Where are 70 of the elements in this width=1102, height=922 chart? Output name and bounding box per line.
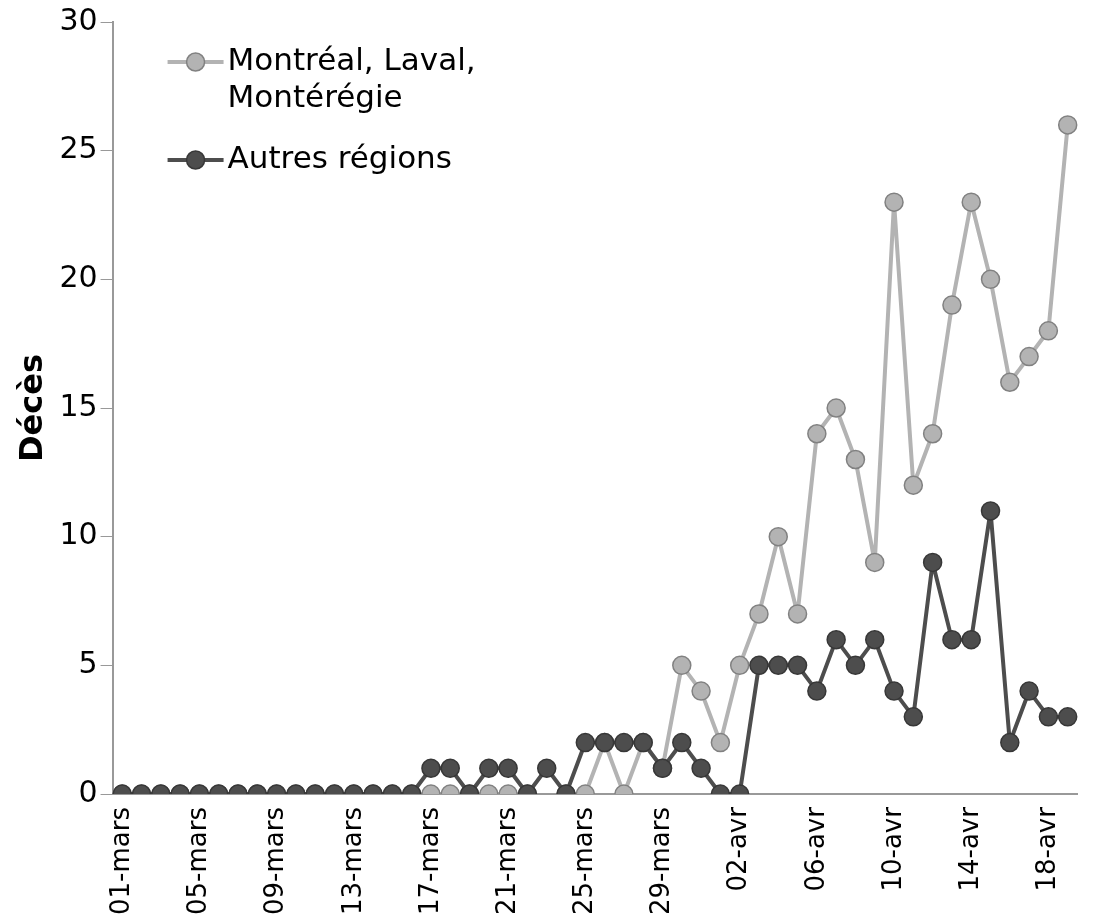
point (575, 732, 596, 753)
point (691, 681, 711, 701)
point (864, 552, 885, 573)
point (672, 655, 692, 676)
point (536, 758, 557, 779)
x-tick-label: 25-mars (568, 807, 599, 916)
point (826, 398, 846, 418)
x-tick-label: 13-mars (336, 807, 367, 916)
point (1057, 707, 1078, 727)
point (787, 655, 808, 676)
y-tick-label: 15 (59, 387, 98, 423)
point (1000, 372, 1020, 393)
point (479, 758, 499, 779)
legend-label: Autres régions (227, 139, 452, 176)
point (1019, 346, 1039, 367)
x-tick-label: 14-avr (953, 806, 984, 892)
x-tick-label: 29-mars (645, 807, 676, 916)
point (614, 732, 634, 753)
point (903, 707, 924, 727)
y-axis-title: Décès (11, 354, 50, 463)
point (980, 501, 1001, 521)
point (884, 192, 904, 212)
point (768, 655, 789, 676)
x-tick-label: 06-avr (799, 806, 830, 892)
point (826, 629, 846, 650)
y-tick-label: 25 (59, 130, 98, 166)
y-tick-label: 30 (59, 1, 98, 37)
point (787, 604, 808, 624)
point (768, 526, 789, 547)
point (864, 629, 885, 650)
point (903, 475, 924, 495)
x-tick-label: 18-avr (1031, 806, 1062, 892)
point (749, 655, 769, 676)
point (961, 192, 981, 212)
point (498, 758, 518, 779)
y-tick-label: 20 (59, 259, 98, 295)
x-tick-label: 05-mars (182, 807, 213, 916)
x-tick-label: 02-avr (722, 806, 753, 892)
x-tick-label: 17-mars (413, 807, 444, 916)
y-tick-label: 0 (78, 773, 98, 809)
point (845, 449, 866, 470)
point (884, 681, 904, 701)
point (1038, 707, 1059, 727)
point (922, 424, 943, 444)
point (1000, 732, 1020, 753)
point (807, 681, 827, 701)
point (672, 732, 692, 753)
y-tick-label: 5 (78, 645, 98, 681)
point (942, 629, 962, 650)
point (691, 758, 711, 779)
point (980, 269, 1001, 290)
point (749, 604, 769, 624)
point (710, 732, 731, 753)
x-tick-label: 10-avr (876, 806, 907, 892)
point (942, 295, 962, 315)
x-tick-label: 01-mars (104, 807, 135, 916)
point (845, 655, 866, 676)
point (1019, 681, 1039, 701)
point (922, 552, 943, 573)
point (1057, 115, 1078, 135)
point (729, 655, 750, 676)
x-tick-label: 21-mars (490, 807, 521, 916)
y-tick-label: 10 (59, 516, 98, 552)
legend-label: Montréal, Laval, Montérégie (227, 41, 476, 115)
point (440, 758, 460, 779)
point (421, 758, 441, 779)
point (961, 629, 981, 650)
point (1038, 321, 1059, 341)
x-tick-label: 09-mars (259, 807, 290, 916)
point (807, 424, 827, 444)
